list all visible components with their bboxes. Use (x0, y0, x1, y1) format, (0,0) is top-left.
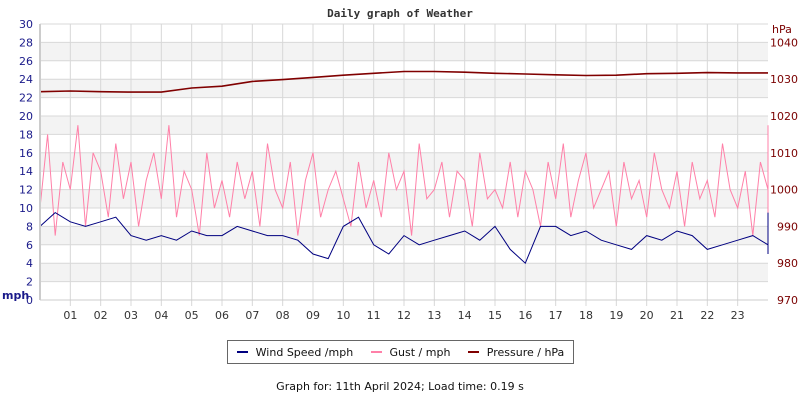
y-right-tick: 1030 (770, 73, 798, 86)
x-tick: 12 (397, 309, 411, 322)
y-right-tick: 980 (777, 257, 798, 270)
y-left-tick: 20 (19, 110, 33, 123)
y-left-tick: 28 (19, 36, 33, 49)
y-left-tick: 2 (26, 276, 33, 289)
chart-svg: Daily graph of Weather 02468101214161820… (2, 7, 798, 322)
legend-item-wind: Wind Speed /mph (236, 345, 354, 359)
y-left-tick: 18 (19, 128, 33, 141)
x-tick: 01 (63, 309, 77, 322)
series-gust-line (39, 125, 769, 236)
x-tick: 04 (154, 309, 168, 322)
legend-item-gust: Gust / mph (370, 345, 451, 359)
y-left-tick: 6 (26, 239, 33, 252)
y-left-tick: 8 (26, 220, 33, 233)
x-tick: 06 (215, 309, 229, 322)
legend-label: Gust / mph (389, 345, 451, 359)
x-tick: 21 (670, 309, 684, 322)
x-tick: 22 (700, 309, 714, 322)
y-left-tick: 4 (26, 257, 33, 270)
y-left-tick: 22 (19, 92, 33, 105)
x-tick: 17 (549, 309, 563, 322)
x-tick: 08 (276, 309, 290, 322)
series-pressure-line (39, 70, 768, 93)
y-left-tick: 30 (19, 18, 33, 31)
x-tick: 09 (306, 309, 320, 322)
chart-title: Daily graph of Weather (327, 7, 473, 20)
x-tick: 13 (427, 309, 441, 322)
y-left-tick: 0 (26, 294, 33, 307)
y-right-tick: 1000 (770, 184, 798, 197)
y-right-label: hPa (772, 23, 792, 36)
x-tick: 16 (518, 309, 532, 322)
x-tick: 02 (94, 309, 108, 322)
gust-swatch (370, 351, 382, 353)
footer-text: Graph for: 11th April 2024; Load time: 0… (276, 380, 524, 393)
pressure-swatch (467, 351, 479, 353)
y-left-tick: 14 (19, 165, 33, 178)
y-left-tick: 24 (19, 73, 33, 86)
legend-label: Pressure / hPa (486, 345, 565, 359)
legend-label: Wind Speed /mph (255, 345, 354, 359)
x-tick: 03 (124, 309, 138, 322)
y-left-tick: 26 (19, 55, 33, 68)
x-tick: 15 (488, 309, 502, 322)
x-tick: 23 (731, 309, 745, 322)
x-tick: 05 (185, 309, 199, 322)
y-right-tick: 1010 (770, 147, 798, 160)
x-tick: 18 (579, 309, 593, 322)
y-left-tick: 12 (19, 184, 33, 197)
y-left-tick: 16 (19, 147, 33, 160)
y-left-label: mph (2, 289, 29, 302)
y-right-tick: 970 (777, 294, 798, 307)
x-tick: 19 (609, 309, 623, 322)
legend: Wind Speed /mph Gust / mph Pressure / hP… (227, 340, 574, 364)
y-right-tick: 990 (777, 220, 798, 233)
wind-swatch (236, 351, 248, 353)
y-left-tick: 10 (19, 202, 33, 215)
x-tick: 10 (336, 309, 350, 322)
series-wind-line (39, 211, 769, 265)
x-tick: 11 (367, 309, 381, 322)
x-tick: 14 (458, 309, 472, 322)
y-right-tick: 1040 (770, 36, 798, 49)
x-tick: 20 (640, 309, 654, 322)
x-tick: 07 (245, 309, 259, 322)
y-right-tick: 1020 (770, 110, 798, 123)
legend-item-pressure: Pressure / hPa (467, 345, 565, 359)
